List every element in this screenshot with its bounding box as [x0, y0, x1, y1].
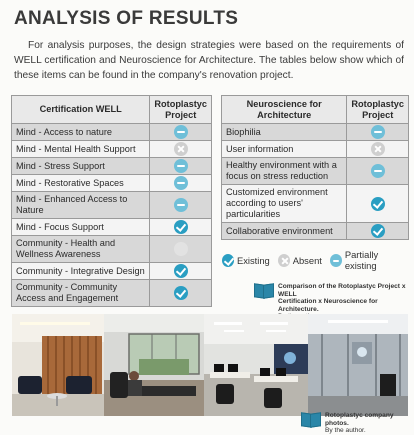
- well-row-status: [149, 262, 212, 280]
- neuro-row: Customized environment according to user…: [220, 184, 409, 223]
- neuro-row: Healthy environment with a focus on stre…: [220, 157, 409, 185]
- well-row-status: [149, 140, 212, 158]
- neuro-row-status: [346, 157, 409, 185]
- book-icon: [254, 284, 274, 298]
- absent-x-icon: [173, 142, 188, 156]
- well-row: Mind - Focus Support: [10, 218, 212, 236]
- status-legend: Existing Absent Partially existing: [222, 249, 412, 271]
- office-photos: [12, 314, 408, 416]
- absent-x-icon: [370, 142, 385, 156]
- well-table-header-criteria: Certification WELL: [10, 95, 151, 124]
- neuro-row-label: Customized environment according to user…: [220, 184, 348, 223]
- page-title: ANALYSIS OF RESULTS: [14, 8, 239, 29]
- well-row: Community - Community Access and Engagem…: [10, 279, 212, 307]
- tables-caption-line2: Certification x Neuroscience for Archite…: [278, 298, 378, 313]
- well-table-header-project: Rotoplastyc Project: [149, 95, 212, 124]
- neuro-row-status: [346, 140, 409, 158]
- well-row: Mind - Access to nature: [10, 123, 212, 141]
- legend-existing-label: Existing: [236, 254, 270, 266]
- neuro-row-label: Healthy environment with a focus on stre…: [220, 157, 348, 185]
- well-row: Mind - Enhanced Access to Nature: [10, 191, 212, 219]
- neuro-row: Collaborative environment: [220, 222, 409, 240]
- well-row-label: Mind - Stress Support: [10, 157, 151, 175]
- legend-partial-label: Partially existing: [344, 249, 379, 271]
- well-row-label: Mind - Focus Support: [10, 218, 151, 236]
- existing-check-icon: [370, 224, 385, 238]
- well-row-status: [149, 235, 212, 263]
- neuro-row-status: [346, 123, 409, 141]
- book-icon: [301, 413, 321, 427]
- existing-check-icon: [222, 253, 234, 267]
- well-row: Mind - Mental Health Support: [10, 140, 212, 158]
- well-row-status: [149, 123, 212, 141]
- well-row: Community - Integrative Design: [10, 262, 212, 280]
- well-row-status: [149, 191, 212, 219]
- neuro-table: Neuroscience for Architecture Rotoplasty…: [220, 95, 409, 240]
- existing-check-icon: [173, 220, 188, 234]
- partial-minus-icon: [173, 159, 188, 173]
- well-row-label: Community - Integrative Design: [10, 262, 151, 280]
- partial-minus-icon: [173, 198, 188, 212]
- partial-minus-icon: [173, 176, 188, 190]
- well-row-status: [149, 174, 212, 192]
- existing-check-icon: [370, 196, 385, 211]
- partial-minus-icon: [370, 164, 385, 178]
- well-row-label: Mind - Enhanced Access to Nature: [10, 191, 151, 219]
- neuro-table-header-criteria: Neuroscience for Architecture: [220, 95, 348, 124]
- well-row-label: Mind - Access to nature: [10, 123, 151, 141]
- well-row: Mind - Stress Support: [10, 157, 212, 175]
- well-row-label: Mind - Mental Health Support: [10, 140, 151, 158]
- well-row-label: Mind - Restorative Spaces: [10, 174, 151, 192]
- well-row-status: [149, 218, 212, 236]
- photo-lounge: [12, 314, 104, 416]
- tables-caption-line1: Comparison of the Rotoplastyc Project x …: [278, 283, 406, 298]
- photo-workstation: [104, 314, 204, 416]
- partial-minus-icon: [329, 253, 342, 267]
- neuro-row-label: User information: [220, 140, 348, 158]
- well-row-label: Community - Community Access and Engagem…: [10, 279, 151, 307]
- legend-absent-label: Absent: [292, 254, 322, 266]
- well-row-status: [149, 157, 212, 175]
- well-row-label: Community - Health and Wellness Awarenes…: [10, 235, 151, 263]
- well-row: Mind - Restorative Spaces: [10, 174, 212, 192]
- photos-caption-line1: Rotoplastyc company photos.: [325, 412, 394, 427]
- existing-check-icon: [173, 264, 188, 278]
- absent-x-icon: [277, 253, 290, 267]
- well-row-status: [149, 279, 212, 307]
- photos-caption-line2: By the author.: [325, 427, 366, 434]
- partial-minus-icon: [370, 125, 385, 139]
- neuro-row-status: [346, 184, 409, 223]
- neuro-row: Biophilia: [220, 123, 409, 141]
- intro-paragraph: For analysis purposes, the design strate…: [14, 40, 404, 81]
- partial-minus-icon: [173, 125, 188, 139]
- photos-caption: Rotoplastyc company photos. By the autho…: [301, 412, 411, 435]
- well-table: Certification WELL Rotoplastyc Project M…: [10, 95, 212, 307]
- neuro-row-label: Biophilia: [220, 123, 348, 141]
- photo-open-office: [204, 314, 308, 416]
- neuro-row-status: [346, 222, 409, 240]
- existing-check-icon: [173, 286, 188, 300]
- neuro-row-label: Collaborative environment: [220, 222, 348, 240]
- neuro-table-header-project: Rotoplastyc Project: [346, 95, 409, 124]
- well-row: Community - Health and Wellness Awarenes…: [10, 235, 212, 263]
- neuro-row: User information: [220, 140, 409, 158]
- photo-glass-offices: [308, 314, 408, 416]
- status-placeholder-icon: [173, 242, 188, 256]
